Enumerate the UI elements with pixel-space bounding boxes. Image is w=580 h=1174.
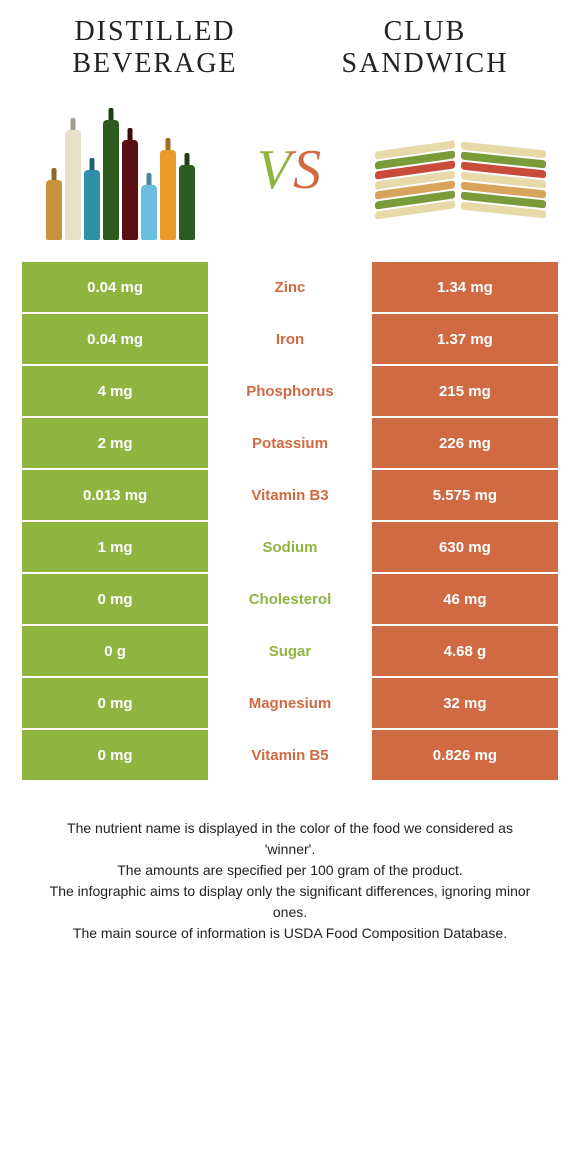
right-food-title: CLUBSANDWICH — [290, 16, 560, 80]
left-value: 1 mg — [22, 522, 208, 572]
nutrient-name: Magnesium — [210, 678, 370, 728]
footer-line: The main source of information is USDA F… — [44, 923, 536, 944]
left-value: 2 mg — [22, 418, 208, 468]
left-value: 0.013 mg — [22, 470, 208, 520]
nutrient-name: Vitamin B3 — [210, 470, 370, 520]
comparison-header: DISTILLEDBEVERAGE CLUBSANDWICH — [20, 16, 560, 80]
table-row: 0 mgCholesterol46 mg — [22, 574, 558, 624]
table-row: 4 mgPhosphorus215 mg — [22, 366, 558, 416]
left-food-title: DISTILLEDBEVERAGE — [20, 16, 290, 80]
left-value: 0.04 mg — [22, 262, 208, 312]
nutrient-name: Potassium — [210, 418, 370, 468]
table-row: 2 mgPotassium226 mg — [22, 418, 558, 468]
right-value: 46 mg — [372, 574, 558, 624]
left-value: 0.04 mg — [22, 314, 208, 364]
left-value: 0 mg — [22, 678, 208, 728]
right-value: 215 mg — [372, 366, 558, 416]
left-value: 0 mg — [22, 574, 208, 624]
right-value: 1.37 mg — [372, 314, 558, 364]
right-food-image — [370, 100, 550, 240]
right-value: 630 mg — [372, 522, 558, 572]
footer-line: The infographic aims to display only the… — [44, 881, 536, 923]
nutrient-name: Iron — [210, 314, 370, 364]
table-row: 0 mgVitamin B50.826 mg — [22, 730, 558, 780]
right-value: 4.68 g — [372, 626, 558, 676]
left-value: 0 mg — [22, 730, 208, 780]
table-row: 0.013 mgVitamin B35.575 mg — [22, 470, 558, 520]
table-row: 0 mgMagnesium32 mg — [22, 678, 558, 728]
table-row: 0.04 mgZinc1.34 mg — [22, 262, 558, 312]
nutrient-name: Cholesterol — [210, 574, 370, 624]
nutrient-name: Vitamin B5 — [210, 730, 370, 780]
right-value: 226 mg — [372, 418, 558, 468]
nutrient-name: Sugar — [210, 626, 370, 676]
nutrient-name: Phosphorus — [210, 366, 370, 416]
comparison-table: 0.04 mgZinc1.34 mg0.04 mgIron1.37 mg4 mg… — [20, 260, 560, 782]
right-value: 5.575 mg — [372, 470, 558, 520]
left-value: 4 mg — [22, 366, 208, 416]
right-value: 0.826 mg — [372, 730, 558, 780]
nutrient-name: Sodium — [210, 522, 370, 572]
hero-section: VS — [20, 100, 560, 240]
table-row: 0 gSugar4.68 g — [22, 626, 558, 676]
left-food-image — [30, 100, 210, 240]
footer-line: The nutrient name is displayed in the co… — [44, 818, 536, 860]
right-value: 1.34 mg — [372, 262, 558, 312]
table-row: 1 mgSodium630 mg — [22, 522, 558, 572]
nutrient-name: Zinc — [210, 262, 370, 312]
footer-line: The amounts are specified per 100 gram o… — [44, 860, 536, 881]
table-row: 0.04 mgIron1.37 mg — [22, 314, 558, 364]
footer-notes: The nutrient name is displayed in the co… — [20, 818, 560, 944]
right-value: 32 mg — [372, 678, 558, 728]
left-value: 0 g — [22, 626, 208, 676]
vs-label: VS — [257, 138, 323, 202]
